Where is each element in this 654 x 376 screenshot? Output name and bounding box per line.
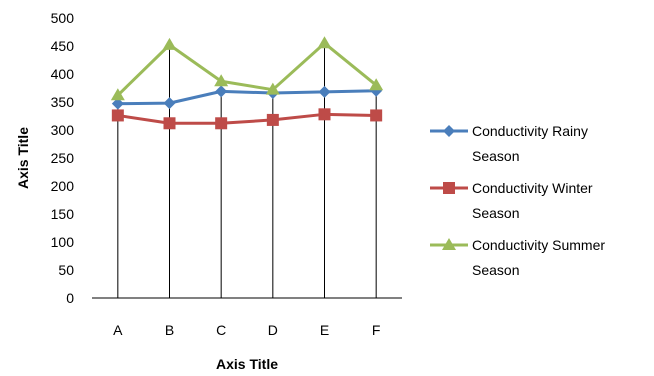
- data-point-triangle: [317, 36, 332, 49]
- drop-lines: [117, 43, 377, 298]
- x-tick-label: D: [268, 322, 278, 338]
- y-tick-label: 200: [51, 178, 75, 194]
- data-point-square: [163, 117, 176, 130]
- y-axis-ticks: 0 50 100 150 200 250 300 350 400 450 500: [51, 10, 75, 306]
- y-tick-label: 100: [51, 234, 75, 250]
- data-point-square: [318, 108, 331, 121]
- y-tick-label: 500: [51, 10, 75, 26]
- series-3: [110, 36, 384, 101]
- data-point-diamond: [443, 125, 455, 137]
- legend-label: Season: [472, 148, 519, 164]
- legend-item: Conductivity Summer Season: [430, 237, 605, 278]
- x-tick-label: A: [113, 322, 123, 338]
- y-tick-label: 350: [51, 94, 75, 110]
- legend-label: Conductivity Summer: [472, 237, 605, 253]
- legend-label: Conductivity Rainy: [472, 123, 588, 139]
- legend-item: Conductivity Rainy Season: [430, 123, 588, 164]
- y-tick-label: 300: [51, 122, 75, 138]
- x-axis-ticks: A B C D E F: [113, 322, 380, 338]
- y-tick-label: 50: [58, 262, 74, 278]
- data-point-diamond: [318, 85, 331, 98]
- data-point-square: [370, 109, 383, 122]
- x-tick-label: E: [320, 322, 329, 338]
- data-point-triangle: [162, 37, 177, 50]
- legend-label: Conductivity Winter: [472, 180, 593, 196]
- legend-label: Season: [472, 205, 519, 221]
- series-2: [111, 108, 383, 130]
- legend-label: Season: [472, 262, 519, 278]
- y-tick-label: 250: [51, 150, 75, 166]
- y-axis-title: Axis Title: [15, 127, 31, 189]
- data-point-square: [443, 182, 455, 194]
- series-line: [117, 89, 377, 106]
- data-point-diamond: [111, 97, 124, 110]
- y-tick-label: 150: [51, 206, 75, 222]
- series-group: [110, 36, 384, 130]
- y-tick-label: 400: [51, 66, 75, 82]
- series-line: [116, 41, 378, 97]
- data-point-square: [111, 109, 124, 122]
- series-line: [117, 112, 377, 125]
- y-tick-label: 450: [51, 38, 75, 54]
- data-point-diamond: [215, 85, 228, 98]
- series-1: [111, 84, 383, 110]
- x-tick-label: F: [372, 322, 381, 338]
- x-axis-title: Axis Title: [216, 356, 278, 372]
- y-tick-label: 0: [66, 290, 74, 306]
- data-point-triangle: [214, 74, 229, 87]
- data-point-triangle: [369, 78, 384, 91]
- x-tick-label: C: [216, 322, 226, 338]
- x-tick-label: B: [165, 322, 174, 338]
- data-point-triangle: [442, 238, 456, 250]
- legend-item: Conductivity Winter Season: [430, 180, 593, 221]
- data-point-diamond: [163, 97, 176, 110]
- data-point-square: [266, 113, 279, 126]
- data-point-triangle: [110, 88, 125, 101]
- data-point-square: [215, 117, 228, 130]
- data-point-triangle: [265, 82, 280, 95]
